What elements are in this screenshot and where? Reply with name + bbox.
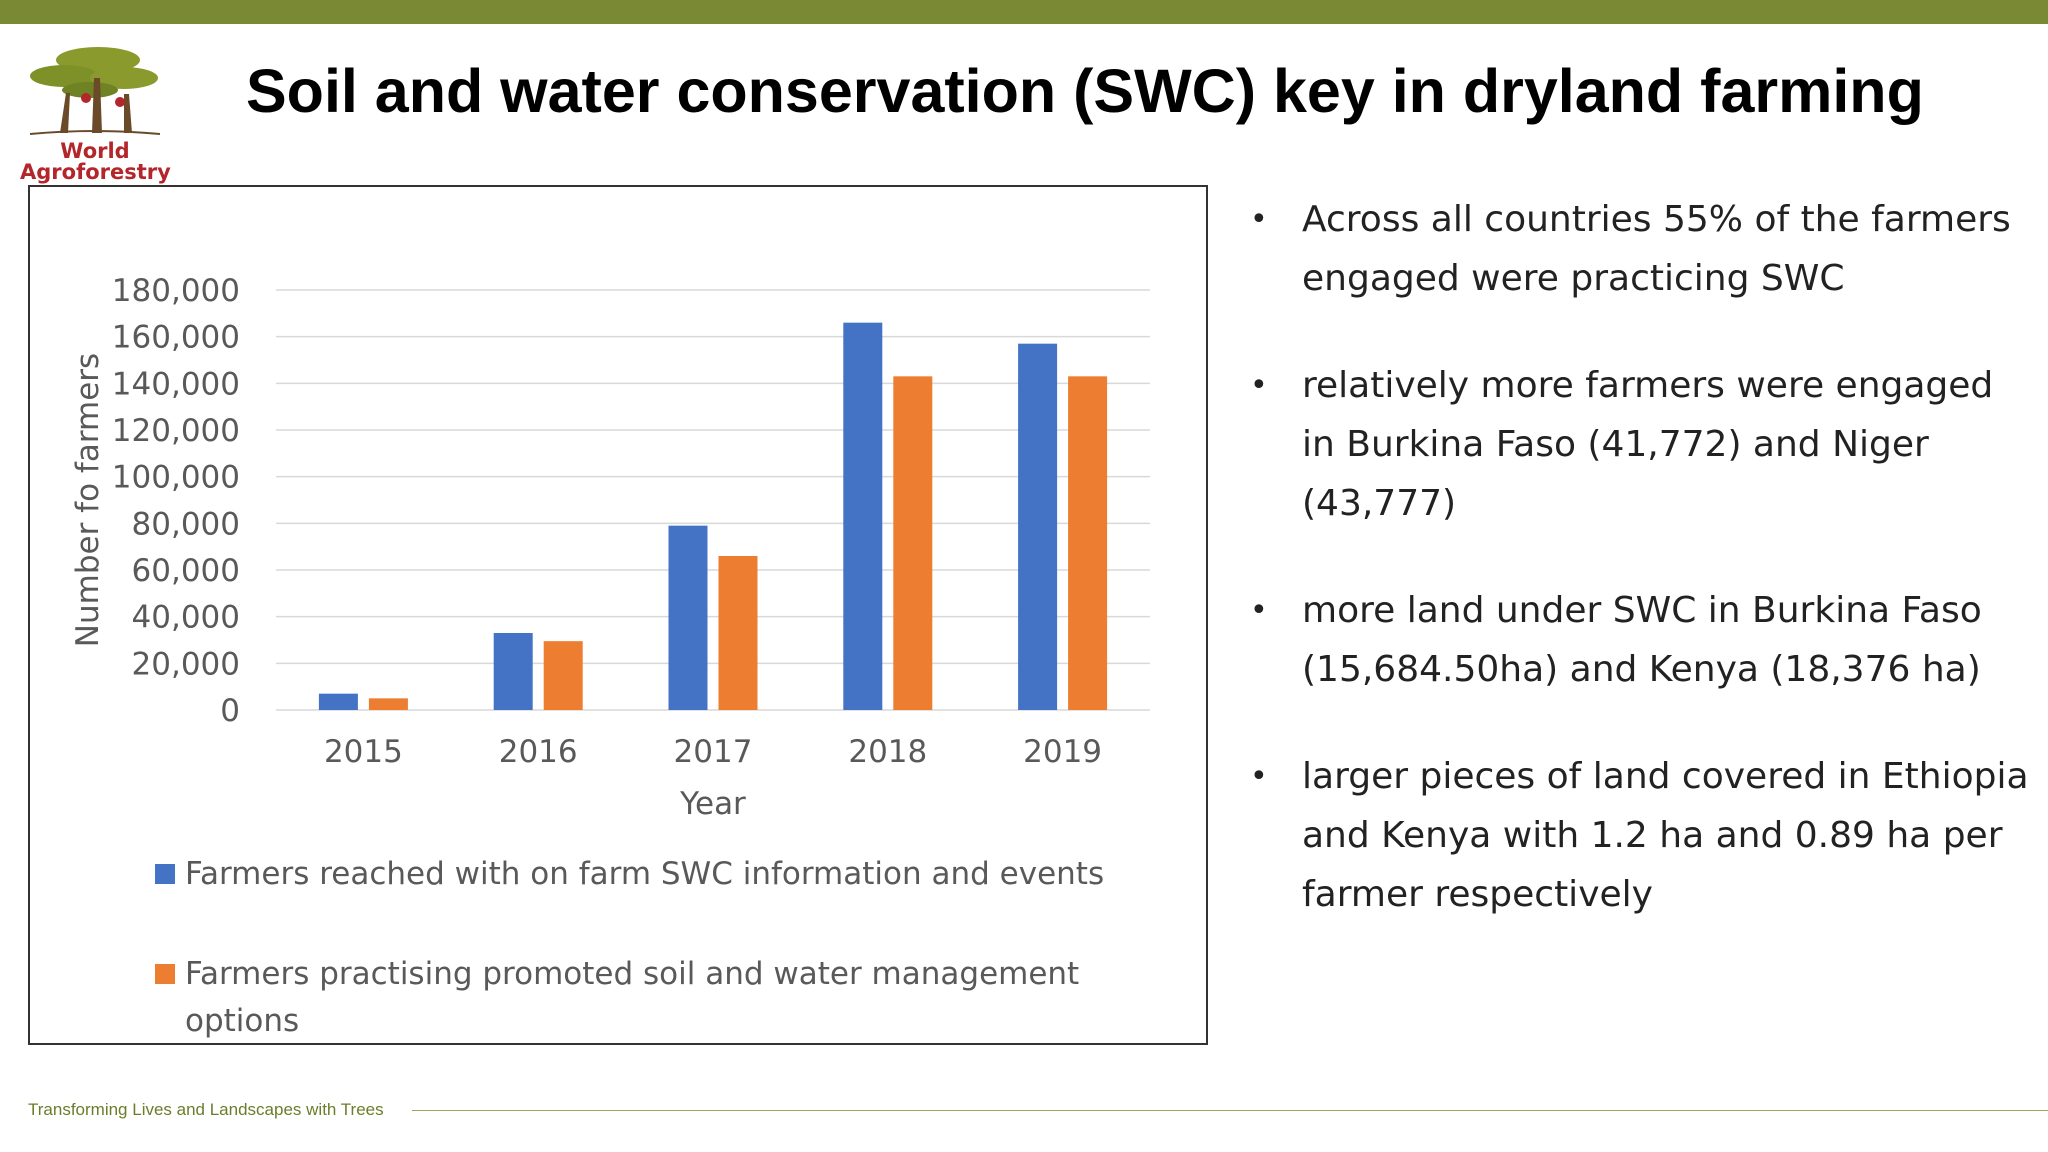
legend-swatch-series-1 xyxy=(155,864,175,884)
bar xyxy=(318,693,358,710)
x-tick-label: 2017 xyxy=(674,734,753,770)
bullet-item: • Across all countries 55% of the farmers… xyxy=(1250,190,2030,308)
bullet-list: • Across all countries 55% of the farmers… xyxy=(1250,190,2030,972)
y-tick-label: 40,000 xyxy=(132,600,240,636)
bullet-dot-icon: • xyxy=(1250,593,1268,628)
legend-label-series-1: Farmers reached with on farm SWC informa… xyxy=(185,856,1104,892)
x-tick-label: 2016 xyxy=(499,734,578,770)
bullet-dot-icon: • xyxy=(1250,759,1268,794)
world-agroforestry-logo: World Agroforestry xyxy=(20,38,180,188)
y-tick-label: 180,000 xyxy=(112,273,240,309)
x-tick-label: 2015 xyxy=(324,734,403,770)
y-axis-title: Number fo farmers xyxy=(70,353,106,647)
bar-chart: 0 20,000 40,000 60,000 80,000 100,000 120,000 1… xyxy=(70,273,1150,1039)
bullet-text: larger pieces of land covered in Ethiopi… xyxy=(1302,756,2029,915)
bar xyxy=(668,525,708,710)
y-tick-label: 100,000 xyxy=(112,460,240,496)
y-tick-label: 20,000 xyxy=(132,646,240,682)
y-tick-label: 80,000 xyxy=(132,506,240,542)
bullet-item: • more land under SWC in Burkina Faso (15… xyxy=(1250,581,2030,699)
y-tick-label: 60,000 xyxy=(132,553,240,589)
y-tick-label: 140,000 xyxy=(112,366,240,402)
slide-title: Soil and water conservation (SWC) key in… xyxy=(246,57,1924,125)
bar xyxy=(368,698,408,710)
x-tick-label: 2018 xyxy=(848,734,927,770)
bullet-text: more land under SWC in Burkina Faso (15,… xyxy=(1302,590,1982,690)
logo-text-agroforestry: Agroforestry xyxy=(20,160,171,184)
bar xyxy=(718,556,758,710)
y-tick-label: 160,000 xyxy=(112,320,240,356)
bar xyxy=(1018,343,1058,710)
bullet-item: • larger pieces of land covered in Ethiop… xyxy=(1250,747,2030,924)
y-tick-label: 0 xyxy=(220,693,240,729)
logo-text-world: World xyxy=(60,139,130,163)
legend-swatch-series-2 xyxy=(155,964,175,984)
x-tick-label: 2019 xyxy=(1023,734,1102,770)
bar xyxy=(893,376,933,710)
tree-logo-icon xyxy=(29,47,161,135)
bullet-item: • relatively more farmers were engaged in… xyxy=(1250,356,2030,533)
footer-tagline: Transforming Lives and Landscapes with T… xyxy=(28,1100,384,1119)
bullet-dot-icon: • xyxy=(1250,202,1268,237)
bullet-text: relatively more farmers were engaged in … xyxy=(1302,365,1994,524)
top-accent-bar xyxy=(0,0,2048,24)
bar xyxy=(543,641,583,710)
footer-divider xyxy=(412,1110,2048,1111)
bar xyxy=(493,633,533,710)
y-tick-label: 120,000 xyxy=(112,413,240,449)
legend-label-series-2: Farmers practising promoted soil and wat… xyxy=(185,956,1079,1039)
bullet-text: Across all countries 55% of the farmers … xyxy=(1302,199,2011,299)
chart-panel: 0 20,000 40,000 60,000 80,000 100,000 120,000 1… xyxy=(28,185,1208,1045)
x-axis-title: Year xyxy=(679,786,746,822)
bar xyxy=(843,322,883,710)
bar xyxy=(1068,376,1108,710)
bullet-dot-icon: • xyxy=(1250,368,1268,403)
